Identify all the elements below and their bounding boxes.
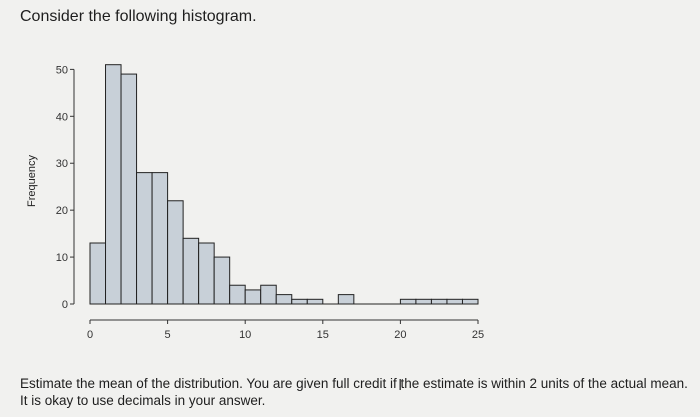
histogram-bar bbox=[275, 294, 293, 305]
histogram-bar bbox=[120, 73, 138, 305]
histogram-bar bbox=[167, 200, 184, 305]
y-tick-label: 30 bbox=[56, 158, 68, 170]
histogram-bar bbox=[430, 298, 448, 305]
text-cursor-icon: Ι bbox=[398, 376, 403, 394]
histogram-bar bbox=[244, 289, 262, 305]
y-axis-label: Frequency bbox=[26, 155, 38, 207]
histogram-bar bbox=[415, 298, 432, 305]
histogram-bar bbox=[446, 298, 463, 305]
histogram-bars bbox=[89, 64, 479, 305]
x-tick-label: 5 bbox=[165, 329, 171, 341]
histogram-bar bbox=[291, 298, 308, 305]
histogram-bar bbox=[105, 64, 122, 305]
histogram-chart: 0 10 20 30 40 50 0 5 10 15 20 25 Frequency bbox=[26, 64, 484, 341]
y-tick-label: 20 bbox=[56, 205, 68, 217]
histogram-bar bbox=[399, 298, 417, 305]
histogram-bar bbox=[151, 172, 169, 305]
histogram-bar bbox=[213, 256, 231, 305]
histogram-bar bbox=[461, 298, 479, 305]
x-tick-label: 10 bbox=[239, 329, 251, 341]
x-tick-label: 20 bbox=[394, 329, 406, 341]
histogram-bar bbox=[198, 242, 215, 305]
histogram-svg: 0 10 20 30 40 50 0 5 10 15 20 25 Frequency bbox=[26, 64, 484, 341]
x-axis: 0 5 10 15 20 25 bbox=[87, 319, 484, 341]
x-tick-label: 25 bbox=[472, 329, 484, 341]
histogram-bar bbox=[229, 284, 246, 305]
y-tick-label: 10 bbox=[56, 252, 68, 264]
y-tick-label: 50 bbox=[56, 64, 68, 76]
histogram-bar bbox=[260, 284, 277, 305]
y-axis: 0 10 20 30 40 50 bbox=[56, 64, 75, 311]
question-instructions: Estimate the mean of the distribution. Y… bbox=[20, 376, 688, 408]
x-tick-label: 15 bbox=[317, 329, 329, 341]
y-tick-label: 40 bbox=[56, 111, 68, 123]
histogram-bar bbox=[89, 242, 107, 305]
question-heading: Consider the following histogram. bbox=[20, 8, 257, 25]
y-tick-label: 0 bbox=[62, 299, 68, 311]
histogram-bar bbox=[136, 172, 153, 305]
histogram-bar bbox=[182, 237, 200, 305]
histogram-bar bbox=[337, 294, 355, 305]
x-tick-label: 0 bbox=[87, 329, 93, 341]
histogram-bar bbox=[306, 298, 324, 305]
